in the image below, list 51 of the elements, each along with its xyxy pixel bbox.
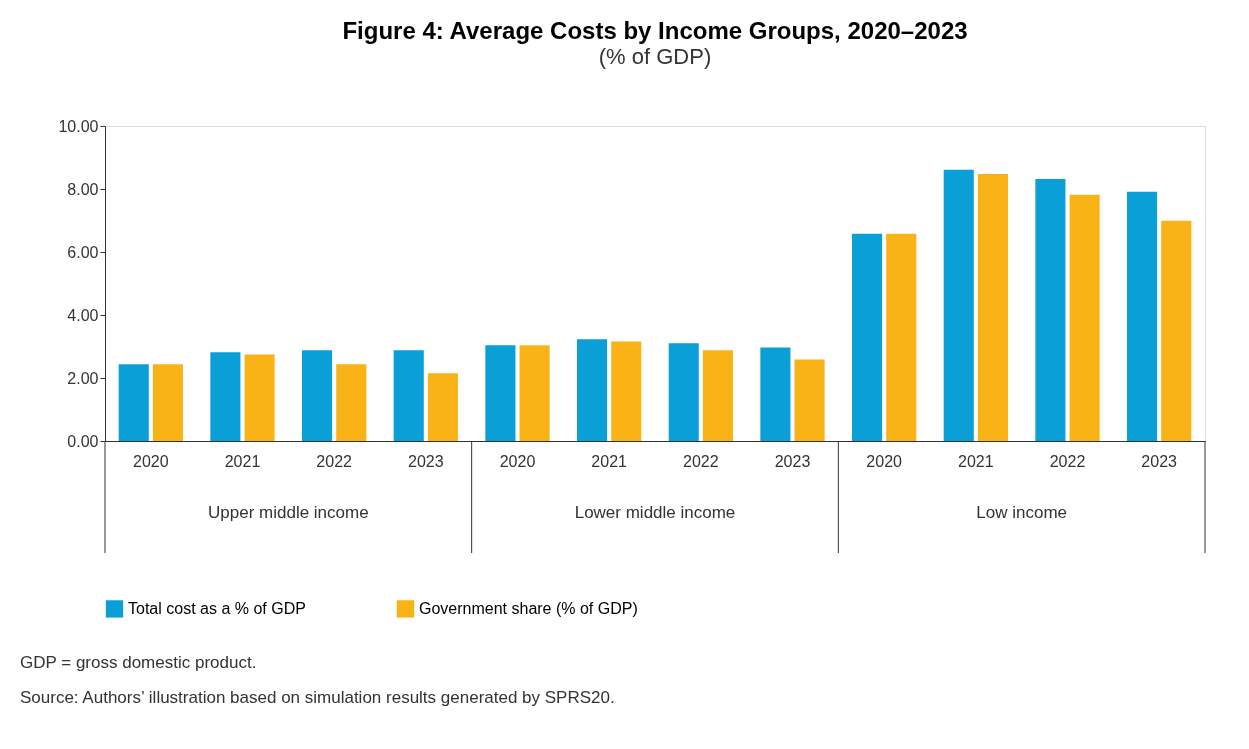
x-tick-label: 2023 bbox=[774, 452, 811, 470]
bar bbox=[302, 350, 333, 441]
text: GDP = gross domestic product. bbox=[20, 653, 257, 672]
legend-label: Total cost as a % of GDP bbox=[128, 599, 306, 617]
x-tick-label: 2020 bbox=[866, 452, 903, 470]
bar bbox=[118, 364, 149, 441]
bar bbox=[668, 343, 699, 441]
bar bbox=[702, 350, 733, 441]
bar bbox=[336, 364, 367, 441]
x-tick-label: 2022 bbox=[316, 452, 353, 470]
bar bbox=[427, 373, 458, 441]
text: Lower middle income bbox=[574, 503, 736, 522]
y-tick-label: 10.00 bbox=[58, 117, 99, 135]
x-tick-label: 2023 bbox=[1141, 452, 1178, 470]
bar bbox=[485, 345, 516, 441]
y-tick-label: 6.00 bbox=[67, 243, 99, 261]
bar bbox=[1035, 178, 1066, 441]
y-tick-label: 2.00 bbox=[67, 369, 99, 387]
bar bbox=[577, 339, 608, 441]
bar bbox=[1161, 220, 1192, 441]
bar bbox=[852, 233, 883, 441]
y-tick-label: 8.00 bbox=[67, 180, 99, 198]
x-tick-label: 2022 bbox=[683, 452, 719, 470]
y-tick-label: 0.00 bbox=[67, 432, 99, 450]
source-note: Source: Authors’ illustration based on simulation results generated by SPRS20. bbox=[20, 688, 615, 707]
bar bbox=[760, 347, 791, 441]
bar bbox=[977, 173, 1008, 441]
bar bbox=[794, 359, 825, 441]
x-tick-label: 2021 bbox=[958, 452, 994, 470]
text: Upper middle income bbox=[208, 503, 369, 522]
x-tick-label: 2023 bbox=[408, 452, 444, 470]
chart-title: Figure 4: Average Costs by Income Groups, 2020–2023 bbox=[342, 17, 968, 44]
x-tick-label: 2021 bbox=[224, 452, 261, 470]
bar bbox=[244, 354, 275, 441]
bar bbox=[886, 233, 917, 441]
legend-label: Government share (% of GDP) bbox=[419, 599, 638, 617]
bar bbox=[519, 345, 550, 441]
bar bbox=[152, 364, 183, 441]
x-tick-label: 2020 bbox=[499, 452, 536, 470]
x-tick-label: 2020 bbox=[133, 452, 169, 470]
bar bbox=[210, 352, 241, 441]
bar bbox=[611, 341, 642, 441]
y-tick-label: 4.00 bbox=[67, 306, 99, 324]
text: Low income bbox=[976, 503, 1068, 522]
bar bbox=[1127, 191, 1158, 441]
bar bbox=[1069, 194, 1100, 441]
bar bbox=[393, 350, 424, 441]
x-tick-label: 2022 bbox=[1049, 452, 1086, 470]
bar bbox=[943, 169, 974, 441]
chart-subtitle: (% of GDP) bbox=[598, 44, 712, 69]
x-tick-label: 2021 bbox=[591, 452, 628, 470]
